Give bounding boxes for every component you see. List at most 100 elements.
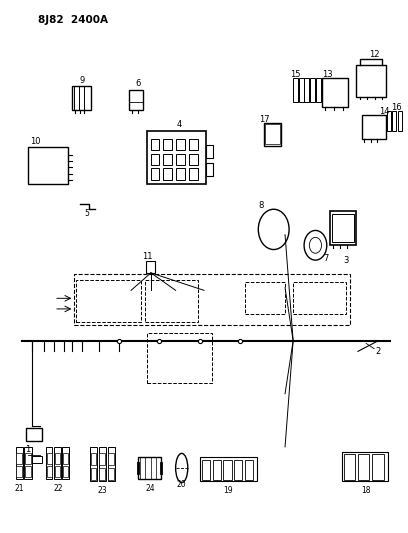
Bar: [46, 447, 53, 479]
Text: 8J82  2400A: 8J82 2400A: [38, 15, 108, 25]
Bar: [30, 456, 42, 463]
Text: 14: 14: [379, 107, 390, 116]
Bar: [16, 453, 22, 464]
Bar: [202, 459, 211, 480]
Bar: [358, 454, 369, 480]
Bar: [138, 457, 161, 479]
Bar: [72, 86, 91, 110]
Text: 17: 17: [259, 115, 270, 124]
Bar: [55, 466, 60, 477]
Text: 13: 13: [322, 70, 333, 79]
Bar: [129, 90, 143, 110]
Bar: [99, 447, 106, 481]
Bar: [76, 280, 141, 322]
Text: 15: 15: [290, 70, 301, 79]
Bar: [100, 453, 105, 465]
Text: 10: 10: [31, 138, 41, 147]
Bar: [54, 447, 60, 479]
Circle shape: [309, 237, 322, 253]
Bar: [234, 459, 242, 480]
Bar: [28, 147, 68, 184]
Bar: [109, 453, 114, 465]
Bar: [189, 139, 198, 150]
Bar: [293, 78, 298, 102]
Text: 3: 3: [343, 256, 348, 265]
Bar: [16, 447, 23, 479]
Bar: [151, 154, 160, 165]
Bar: [108, 447, 115, 481]
Bar: [316, 78, 321, 102]
Bar: [206, 163, 213, 176]
Bar: [109, 468, 114, 480]
Text: 20: 20: [177, 480, 186, 489]
Bar: [342, 452, 388, 481]
Bar: [164, 168, 173, 180]
Bar: [387, 111, 391, 131]
Bar: [100, 468, 105, 480]
Bar: [74, 274, 350, 325]
Bar: [24, 447, 32, 479]
Bar: [332, 214, 353, 242]
Bar: [244, 282, 285, 314]
Bar: [344, 454, 355, 480]
Text: 2: 2: [376, 347, 381, 356]
Text: 5: 5: [84, 209, 89, 218]
Bar: [47, 466, 52, 477]
Circle shape: [304, 230, 327, 260]
Text: 1: 1: [25, 445, 30, 454]
Bar: [189, 168, 198, 180]
Bar: [147, 131, 206, 184]
Bar: [25, 453, 31, 464]
Text: 18: 18: [361, 486, 371, 495]
Bar: [310, 78, 315, 102]
Text: 16: 16: [391, 103, 401, 112]
Bar: [16, 466, 22, 477]
Bar: [63, 453, 68, 464]
Bar: [145, 280, 198, 322]
Text: 21: 21: [15, 483, 24, 492]
Text: 8: 8: [258, 201, 264, 210]
Circle shape: [258, 209, 289, 249]
Bar: [91, 453, 96, 465]
Bar: [372, 454, 384, 480]
Text: 6: 6: [136, 79, 141, 88]
Text: 4: 4: [177, 120, 182, 129]
Bar: [189, 154, 198, 165]
Text: 19: 19: [224, 486, 233, 495]
Text: 22: 22: [53, 483, 63, 492]
Bar: [392, 111, 397, 131]
Bar: [176, 168, 185, 180]
Bar: [299, 78, 304, 102]
Bar: [206, 144, 213, 158]
Text: 11: 11: [142, 253, 153, 262]
Bar: [330, 211, 356, 245]
Bar: [322, 78, 348, 108]
Bar: [90, 447, 97, 481]
Bar: [398, 111, 402, 131]
Ellipse shape: [175, 454, 188, 482]
Bar: [63, 466, 68, 477]
Text: 7: 7: [323, 254, 328, 263]
Bar: [55, 453, 60, 464]
Bar: [293, 282, 346, 314]
Bar: [304, 78, 309, 102]
Bar: [151, 139, 160, 150]
Bar: [200, 457, 257, 481]
Bar: [26, 428, 42, 441]
Bar: [244, 459, 253, 480]
Bar: [47, 453, 52, 464]
Bar: [147, 333, 212, 383]
Text: 12: 12: [369, 50, 379, 59]
Bar: [356, 65, 386, 97]
Bar: [62, 447, 69, 479]
Text: 24: 24: [146, 483, 155, 492]
Bar: [362, 115, 386, 139]
Bar: [146, 261, 155, 273]
Bar: [176, 139, 185, 150]
Bar: [213, 459, 221, 480]
Bar: [151, 168, 160, 180]
Text: 23: 23: [98, 486, 107, 495]
Bar: [164, 154, 173, 165]
Bar: [224, 459, 232, 480]
Bar: [25, 466, 31, 477]
